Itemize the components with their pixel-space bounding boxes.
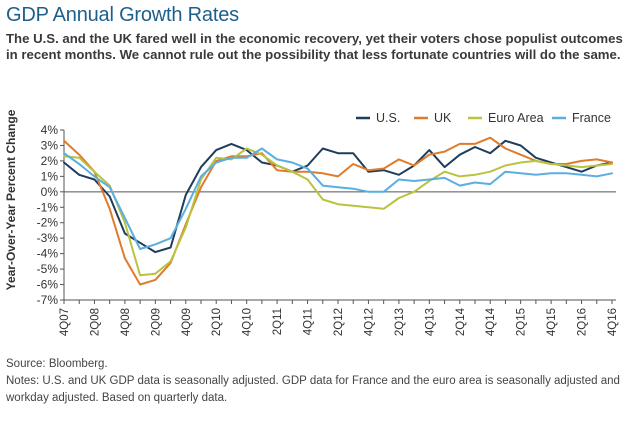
source-note: Source: Bloomberg. <box>6 358 108 370</box>
x-tick-label: 2Q14 <box>455 307 467 336</box>
x-tick-label: 4Q11 <box>303 308 315 335</box>
x-tick-label: 2Q12 <box>333 308 345 336</box>
x-tick-label: 4Q09 <box>181 308 193 336</box>
legend-label: Euro Area <box>488 111 544 125</box>
legend-label: UK <box>434 111 452 125</box>
x-tick-label: 4Q14 <box>485 307 497 336</box>
legend-label: France <box>572 111 611 125</box>
x-tick-label: 4Q07 <box>59 308 71 336</box>
x-tick-label: 4Q13 <box>424 308 436 336</box>
y-tick-label: 0% <box>41 185 59 199</box>
y-tick-label: -2% <box>37 216 59 230</box>
line-chart: 4%3% 2%1% 0%-1% -2%-3% -4%-5% -6%-7%4Q07 2Q08 4… <box>37 111 619 336</box>
series-line-uk <box>63 136 613 286</box>
chart-title: GDP Annual Growth Rates <box>6 4 239 26</box>
y-tick-label: -7% <box>37 293 59 307</box>
x-tick-label: 2Q15 <box>516 308 528 336</box>
series-line-euro-area <box>63 147 613 277</box>
x-tick-label: 2Q08 <box>89 308 101 336</box>
footer: Source: Bloomberg. Notes: U.S. and UK GD… <box>6 356 634 407</box>
y-tick-label: 4% <box>41 123 59 137</box>
legend-label: U.S. <box>376 111 400 125</box>
y-tick-label: -6% <box>37 278 59 292</box>
y-tick-label: 3% <box>41 138 59 152</box>
series-line-france <box>63 147 613 250</box>
y-tick-label: -4% <box>37 247 59 261</box>
x-tick-label: 2Q11 <box>272 308 284 335</box>
x-tick-label: 4Q10 <box>242 308 254 336</box>
y-tick-label: 1% <box>41 169 59 183</box>
x-tick-label: 2Q13 <box>394 308 406 336</box>
y-tick-label: -1% <box>37 200 59 214</box>
y-tick-label: 2% <box>41 154 59 168</box>
x-tick-label: 4Q12 <box>363 308 375 336</box>
x-tick-label: 2Q10 <box>211 308 223 336</box>
chart-area: 4% 3% 2% 1% 0% -1% -2% -3% -4% -5% -6% -7% 4Q07 2Q08 4… <box>0 100 640 362</box>
x-tick-label: 2Q09 <box>150 308 162 336</box>
series-line-u-s- <box>63 139 613 254</box>
x-tick-label: 2Q16 <box>577 308 589 336</box>
x-tick-label: 4Q08 <box>120 308 132 336</box>
notes-text: Notes: U.S. and UK GDP data is seasonall… <box>6 375 620 404</box>
chart-subtitle: The U.S. and the UK fared well in the ec… <box>6 31 623 62</box>
y-tick-label: -5% <box>37 262 59 276</box>
x-tick-label: 4Q15 <box>546 308 558 336</box>
x-tick-label: 4Q16 <box>607 308 619 336</box>
y-tick-label: -3% <box>37 231 59 245</box>
